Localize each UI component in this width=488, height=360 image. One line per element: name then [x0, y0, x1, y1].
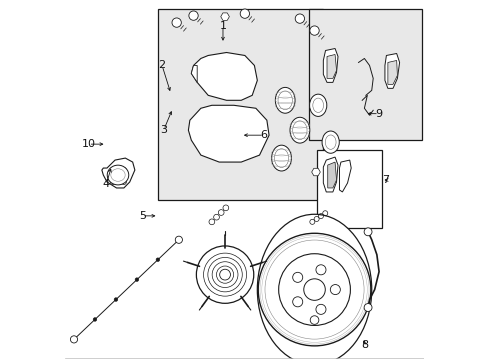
Polygon shape	[327, 162, 336, 188]
Circle shape	[196, 246, 253, 303]
FancyBboxPatch shape	[158, 9, 323, 200]
Circle shape	[364, 228, 371, 236]
Circle shape	[188, 11, 198, 20]
Polygon shape	[323, 49, 337, 82]
Ellipse shape	[271, 145, 291, 171]
Circle shape	[156, 258, 160, 261]
Circle shape	[93, 318, 97, 321]
Circle shape	[295, 14, 304, 23]
Text: 4: 4	[102, 179, 110, 189]
Polygon shape	[220, 13, 229, 21]
Polygon shape	[387, 60, 397, 84]
Circle shape	[110, 167, 115, 172]
Circle shape	[292, 297, 302, 307]
Circle shape	[329, 284, 340, 294]
FancyBboxPatch shape	[317, 150, 381, 228]
Ellipse shape	[322, 131, 339, 153]
Text: 9: 9	[375, 109, 382, 119]
Circle shape	[135, 278, 139, 282]
Text: 3: 3	[160, 125, 167, 135]
Text: 6: 6	[260, 130, 267, 140]
Circle shape	[309, 26, 319, 35]
Circle shape	[175, 236, 182, 243]
Circle shape	[110, 180, 115, 185]
Polygon shape	[339, 160, 350, 192]
Polygon shape	[326, 54, 336, 78]
Ellipse shape	[289, 117, 309, 143]
Text: 8: 8	[360, 340, 367, 350]
Circle shape	[315, 304, 325, 314]
Circle shape	[219, 269, 230, 280]
Circle shape	[315, 265, 325, 275]
Text: 10: 10	[81, 139, 95, 149]
Circle shape	[240, 9, 249, 18]
Ellipse shape	[107, 165, 128, 185]
Polygon shape	[311, 168, 320, 176]
Circle shape	[172, 18, 181, 27]
Ellipse shape	[257, 214, 371, 360]
FancyBboxPatch shape	[309, 9, 422, 140]
Circle shape	[303, 279, 325, 300]
Text: 7: 7	[382, 175, 389, 185]
Text: 1: 1	[219, 21, 226, 31]
Circle shape	[121, 180, 126, 185]
Circle shape	[121, 167, 126, 172]
Polygon shape	[191, 66, 197, 82]
Circle shape	[70, 336, 78, 343]
Circle shape	[364, 303, 371, 311]
Circle shape	[278, 254, 350, 325]
Polygon shape	[191, 53, 257, 100]
Polygon shape	[323, 157, 337, 192]
Circle shape	[114, 298, 118, 301]
Ellipse shape	[275, 87, 294, 113]
Text: 2: 2	[158, 60, 165, 70]
Circle shape	[258, 233, 370, 346]
Ellipse shape	[309, 94, 326, 116]
Circle shape	[309, 316, 318, 324]
Text: 5: 5	[139, 211, 145, 221]
Polygon shape	[102, 158, 135, 188]
Polygon shape	[188, 105, 268, 162]
Polygon shape	[384, 54, 399, 88]
Circle shape	[292, 272, 302, 282]
